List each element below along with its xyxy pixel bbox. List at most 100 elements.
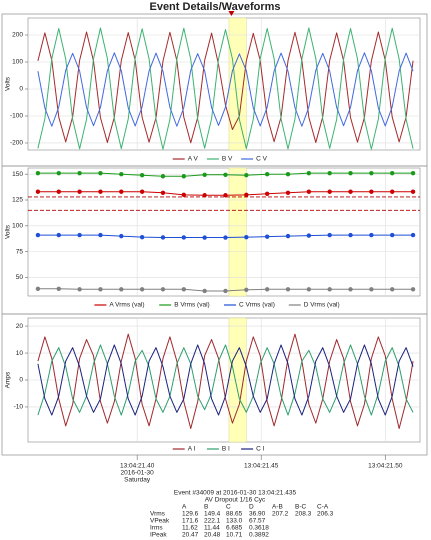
marker (264, 287, 270, 292)
table-header: D (249, 504, 254, 511)
x-tick-subline: 2016-01-30 (121, 470, 155, 477)
marker (327, 170, 332, 176)
legend-label: B I (222, 446, 230, 453)
y-tick-label: 75 (16, 248, 24, 255)
marker (98, 232, 103, 238)
marker (139, 287, 145, 292)
legend-label: A V (188, 156, 199, 163)
marker (348, 170, 353, 176)
table-header: B-C (295, 504, 307, 511)
table-cell: 20.48 (204, 532, 221, 539)
y-tick-label: 125 (12, 197, 23, 204)
marker (160, 190, 166, 195)
marker (410, 189, 416, 194)
y-tick-label: 20 (16, 323, 24, 330)
table-cell: 67.57 (249, 518, 266, 525)
table-cell: 88.65 (226, 511, 243, 518)
table-cell: 36.90 (249, 511, 266, 518)
marker (327, 287, 332, 292)
marker (390, 287, 395, 292)
marker (410, 170, 416, 176)
marker (202, 172, 207, 178)
panel-frame (1, 313, 428, 456)
marker (35, 170, 41, 176)
series-line (37, 344, 414, 416)
x-tick-subline: Saturday (124, 477, 151, 484)
table-cell: 0.3618 (249, 525, 269, 532)
marker (244, 173, 249, 178)
marker (35, 232, 41, 238)
marker (98, 170, 103, 176)
marker (264, 234, 270, 239)
marker (285, 190, 291, 195)
marker (390, 232, 395, 238)
marker (348, 287, 353, 292)
table-header: C-A (317, 504, 329, 511)
event-title: Event #34009 at 2016-01-30 13:04:21.435 (174, 490, 297, 497)
marker (77, 232, 82, 238)
marker (56, 170, 61, 176)
marker (223, 193, 228, 198)
y-axis-label: Amps (5, 371, 12, 388)
series-line (37, 333, 414, 430)
cursor-marker (228, 11, 235, 16)
marker (119, 171, 124, 177)
legend-label: B Vrms (val) (174, 302, 210, 309)
row-label: Vrms (150, 511, 166, 518)
marker (98, 287, 103, 292)
highlight-band (228, 17, 247, 151)
marker (285, 287, 291, 292)
marker (348, 232, 353, 238)
y-tick-label: 0 (19, 86, 23, 93)
marker (160, 174, 166, 179)
series-line (37, 52, 414, 127)
marker (264, 171, 270, 177)
x-tick-label: 13:04:21.50 (368, 463, 403, 470)
table-header: B (204, 504, 208, 511)
y-tick-label: -100 (10, 113, 23, 120)
marker (285, 233, 291, 239)
legend-label: C I (256, 446, 265, 453)
marker (244, 287, 249, 293)
marker (348, 189, 353, 194)
marker (181, 235, 187, 240)
table-cell: 208.3 (295, 511, 312, 518)
event-subtitle: AV Dropout 1/16 Cyc (205, 497, 266, 504)
marker (202, 193, 207, 198)
marker (77, 287, 82, 292)
y-axis-label: Volts (5, 224, 12, 239)
y-tick-label: 10 (16, 350, 24, 357)
row-label: IPeak (150, 532, 167, 539)
y-tick-label: 0 (19, 377, 23, 384)
legend-label: C V (256, 156, 268, 163)
marker (369, 189, 374, 194)
table-cell: 207.2 (272, 511, 289, 518)
marker (56, 232, 61, 238)
marker (390, 189, 395, 194)
marker (306, 233, 312, 238)
table-cell: 10.71 (226, 532, 243, 539)
x-tick-label: 13:04:21.40 (120, 463, 155, 470)
chart-title: Event Details/Waveforms (149, 1, 280, 13)
marker (306, 170, 312, 176)
marker (35, 189, 41, 194)
y-tick-label: 200 (12, 32, 23, 39)
row-label: VPeak (150, 518, 170, 525)
marker (244, 234, 249, 240)
table-cell: 20.47 (182, 532, 199, 539)
table-cell: 133.0 (226, 518, 243, 525)
marker (35, 286, 41, 291)
marker (77, 189, 82, 194)
table-header: A-B (272, 504, 283, 511)
plot-area (27, 167, 421, 297)
marker (390, 170, 395, 176)
marker (327, 232, 332, 238)
x-tick-label: 13:04:21.45 (244, 463, 279, 470)
marker (306, 189, 312, 194)
y-tick-label: -200 (10, 140, 23, 147)
table-cell: 11.44 (204, 525, 220, 532)
marker (181, 287, 187, 292)
table-cell: 129.6 (182, 511, 199, 518)
